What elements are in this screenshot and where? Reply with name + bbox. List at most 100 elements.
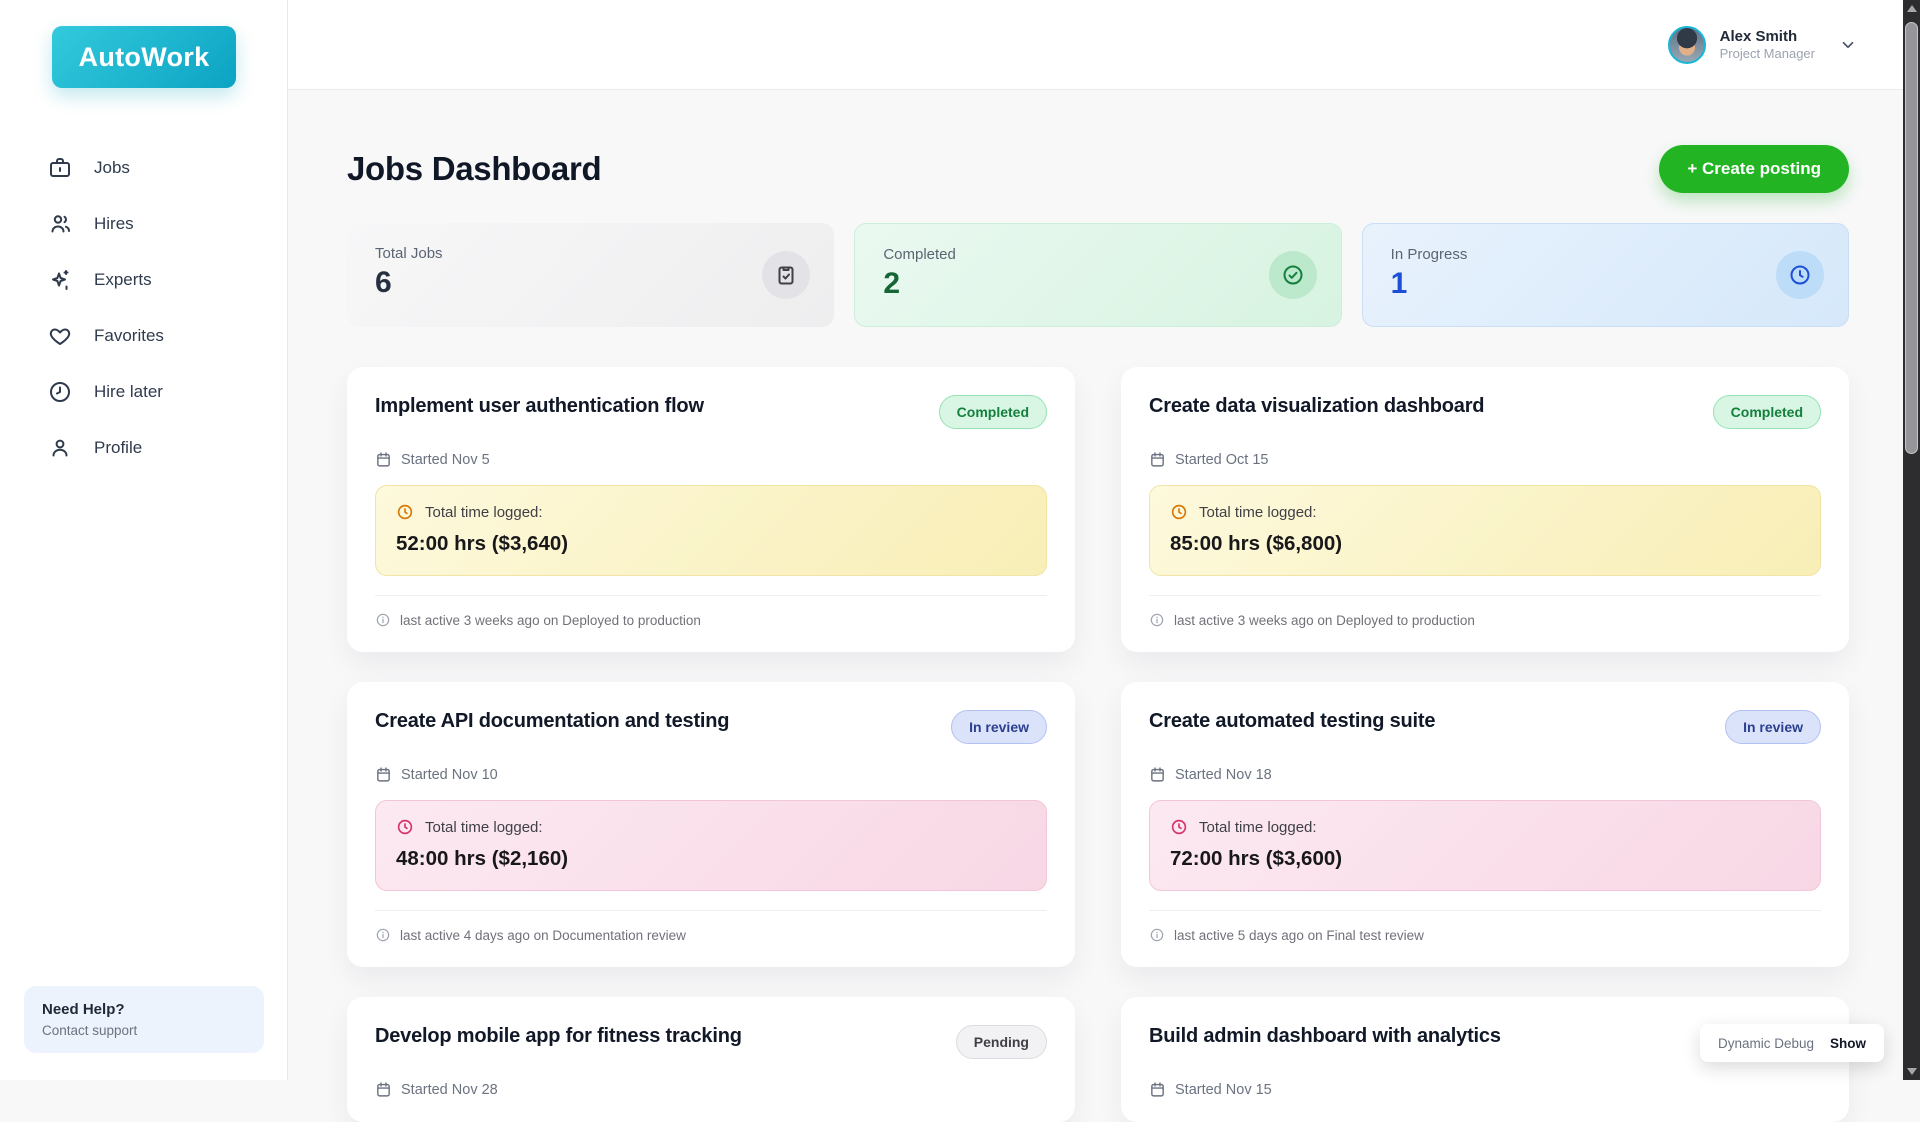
job-card[interactable]: Create data visualization dashboard Comp… (1121, 367, 1849, 652)
stats-row: Total Jobs 6 Completed 2 In (347, 223, 1849, 327)
time-logged-label: Total time logged: (1199, 819, 1317, 836)
create-posting-button[interactable]: + Create posting (1659, 145, 1849, 193)
job-card-header: Create data visualization dashboard Comp… (1149, 395, 1821, 429)
status-badge: Completed (939, 395, 1047, 429)
job-title: Develop mobile app for fitness tracking (375, 1025, 742, 1048)
debug-overlay: Dynamic Debug Show (1700, 1024, 1884, 1062)
sidebar-item[interactable]: Experts (0, 252, 287, 308)
job-last-active-label: last active 3 weeks ago on Deployed to p… (400, 613, 701, 628)
stat-label: Total Jobs (375, 245, 806, 262)
job-started-label: Started Nov 5 (401, 452, 490, 468)
job-card[interactable]: Develop mobile app for fitness tracking … (347, 997, 1075, 1122)
sidebar-item[interactable]: Jobs (0, 140, 287, 196)
calendar-icon (375, 1081, 392, 1098)
help-title: Need Help? (42, 1001, 246, 1018)
job-title: Create data visualization dashboard (1149, 395, 1484, 418)
job-start-row: Started Oct 15 (1149, 451, 1821, 468)
time-logged-label: Total time logged: (425, 819, 543, 836)
job-last-active-row: last active 5 days ago on Final test rev… (1149, 910, 1821, 943)
status-badge: In review (1725, 710, 1821, 744)
clock-icon (396, 503, 414, 521)
stat-icon-circle (1776, 251, 1824, 299)
help-box: Need Help? Contact support (24, 986, 264, 1053)
job-start-row: Started Nov 5 (375, 451, 1047, 468)
time-logged-value: 48:00 hrs ($2,160) (396, 847, 1026, 871)
time-logged-label: Total time logged: (1199, 504, 1317, 521)
stat-icon-circle (762, 251, 810, 299)
scrollbar-thumb[interactable] (1905, 22, 1918, 454)
time-logged-header: Total time logged: (1170, 503, 1800, 521)
job-title: Create API documentation and testing (375, 710, 729, 733)
job-last-active-row: last active 3 weeks ago on Deployed to p… (1149, 595, 1821, 628)
job-card-header: Implement user authentication flow Compl… (375, 395, 1047, 429)
job-title: Create automated testing suite (1149, 710, 1435, 733)
time-logged-value: 52:00 hrs ($3,640) (396, 532, 1026, 556)
time-logged-value: 85:00 hrs ($6,800) (1170, 532, 1800, 556)
stat-value: 2 (883, 267, 1312, 301)
scrollbar-up-arrow[interactable] (1907, 5, 1917, 12)
calendar-icon (375, 451, 392, 468)
job-card-header: Create automated testing suite In review (1149, 710, 1821, 744)
time-logged-header: Total time logged: (1170, 818, 1800, 836)
user-icon (48, 436, 72, 460)
job-started-label: Started Nov 10 (401, 767, 498, 783)
scrollbar-track[interactable] (1903, 0, 1920, 1080)
contact-support-link[interactable]: Contact support (42, 1023, 246, 1038)
job-start-row: Started Nov 10 (375, 766, 1047, 783)
job-card[interactable]: Create automated testing suite In review… (1121, 682, 1849, 967)
stat-card: Total Jobs 6 (347, 223, 834, 327)
sidebar-item-label: Hires (94, 214, 134, 234)
briefcase-icon (48, 156, 72, 180)
sparkles-icon (48, 268, 72, 292)
sidebar-item[interactable]: Profile (0, 420, 287, 476)
job-card[interactable]: Create API documentation and testing In … (347, 682, 1075, 967)
debug-show-button[interactable]: Show (1830, 1036, 1866, 1051)
sidebar-item[interactable]: Hires (0, 196, 287, 252)
job-start-row: Started Nov 15 (1149, 1081, 1821, 1098)
app-logo: AutoWork (52, 26, 236, 88)
job-last-active-row: last active 4 days ago on Documentation … (375, 910, 1047, 943)
time-logged-header: Total time logged: (396, 818, 1026, 836)
stat-value: 6 (375, 266, 806, 300)
job-started-label: Started Nov 28 (401, 1082, 498, 1098)
sidebar-item-label: Favorites (94, 326, 164, 346)
calendar-icon (375, 766, 392, 783)
user-menu[interactable]: Alex Smith Project Manager (1668, 0, 1857, 90)
avatar (1668, 26, 1706, 64)
sidebar-item[interactable]: Favorites (0, 308, 287, 364)
time-logged-label: Total time logged: (425, 504, 543, 521)
clock-icon (48, 380, 72, 404)
user-info: Alex Smith Project Manager (1720, 28, 1815, 63)
job-last-active-label: last active 3 weeks ago on Deployed to p… (1174, 613, 1475, 628)
sidebar-nav: Jobs Hires Experts (0, 140, 287, 476)
heart-icon (48, 324, 72, 348)
sidebar-item-label: Experts (94, 270, 152, 290)
stat-card: In Progress 1 (1362, 223, 1849, 327)
stat-value: 1 (1391, 267, 1820, 301)
sidebar-item-label: Profile (94, 438, 142, 458)
stat-card: Completed 2 (854, 223, 1341, 327)
sidebar: AutoWork Jobs Hires (0, 0, 288, 1080)
chevron-down-icon (1839, 36, 1857, 54)
job-card-header: Create API documentation and testing In … (375, 710, 1047, 744)
time-logged-box: Total time logged: 85:00 hrs ($6,800) (1149, 485, 1821, 576)
job-start-row: Started Nov 28 (375, 1081, 1047, 1098)
time-logged-box: Total time logged: 48:00 hrs ($2,160) (375, 800, 1047, 891)
user-role: Project Manager (1720, 46, 1815, 62)
page-title: Jobs Dashboard (347, 150, 601, 188)
job-card[interactable]: Implement user authentication flow Compl… (347, 367, 1075, 652)
job-start-row: Started Nov 18 (1149, 766, 1821, 783)
sidebar-item[interactable]: Hire later (0, 364, 287, 420)
job-started-label: Started Nov 15 (1175, 1082, 1272, 1098)
clipboard-check-icon (774, 263, 798, 287)
job-title: Implement user authentication flow (375, 395, 704, 418)
calendar-icon (1149, 451, 1166, 468)
scrollbar-down-arrow[interactable] (1907, 1068, 1917, 1075)
topbar: Alex Smith Project Manager (288, 0, 1903, 90)
job-last-active-label: last active 5 days ago on Final test rev… (1174, 928, 1424, 943)
clock-icon (1170, 503, 1188, 521)
users-icon (48, 212, 72, 236)
sidebar-item-label: Hire later (94, 382, 163, 402)
info-icon (1149, 927, 1165, 943)
calendar-icon (1149, 1081, 1166, 1098)
